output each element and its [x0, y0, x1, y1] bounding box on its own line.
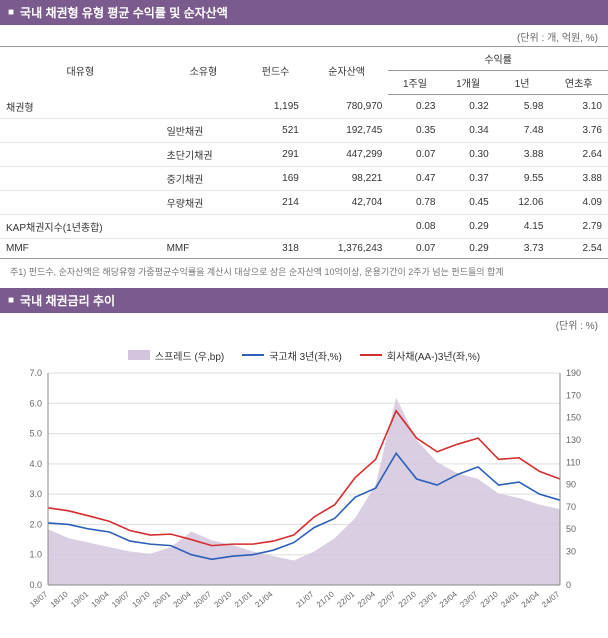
- bond-rate-chart: 스프레드 (우,bp) 국고채 3년(좌,%) 회사채(AA-)3년(좌,%) …: [0, 334, 608, 638]
- chart-section-title: 국내 채권금리 추이: [0, 288, 608, 313]
- legend-corp: 회사채(AA-)3년(좌,%): [360, 348, 480, 363]
- chart-svg: 0.0 1.0 2.0 3.0 4.0 5.0 6.0 7.0 0 30 50 70 90 110 130 1…: [10, 365, 598, 625]
- returns-table: 대유형 소유형 펀드수 순자산액 수익률 1주일 1개월 1년 연초후 채권형1…: [0, 46, 608, 259]
- th-nav: 순자산액: [305, 47, 389, 95]
- svg-text:23/01: 23/01: [417, 589, 439, 609]
- svg-text:19/10: 19/10: [131, 589, 153, 609]
- chart-legend: 스프레드 (우,bp) 국고채 3년(좌,%) 회사채(AA-)3년(좌,%): [10, 342, 598, 365]
- table-row: 일반채권521192,7450.350.347.483.76: [0, 118, 608, 142]
- table-row: 채권형1,195780,9700.230.325.983.10: [0, 95, 608, 119]
- svg-text:1.0: 1.0: [29, 549, 42, 559]
- svg-text:170: 170: [566, 390, 581, 400]
- legend-ktb-label: 국고채 3년(좌,%): [269, 348, 342, 363]
- svg-text:24/01: 24/01: [499, 589, 521, 609]
- svg-text:3.0: 3.0: [29, 489, 42, 499]
- svg-text:21/01: 21/01: [233, 589, 255, 609]
- th-return-group: 수익률: [388, 47, 608, 71]
- svg-text:19/04: 19/04: [90, 589, 112, 609]
- th-r1m: 1개월: [442, 71, 495, 95]
- legend-spread: 스프레드 (우,bp): [128, 348, 224, 363]
- svg-text:90: 90: [566, 479, 576, 489]
- svg-text:22/07: 22/07: [376, 589, 398, 609]
- svg-text:20/07: 20/07: [192, 589, 214, 609]
- svg-text:130: 130: [566, 434, 581, 444]
- svg-text:4.0: 4.0: [29, 458, 42, 468]
- legend-ktb: 국고채 3년(좌,%): [242, 348, 342, 363]
- svg-text:18/07: 18/07: [28, 589, 50, 609]
- svg-text:20/01: 20/01: [151, 589, 173, 609]
- svg-text:6.0: 6.0: [29, 398, 42, 408]
- th-count: 펀드수: [246, 47, 305, 95]
- th-r1y: 1년: [495, 71, 550, 95]
- svg-text:24/07: 24/07: [540, 589, 562, 609]
- table-unit: (단위 : 개, 억원, %): [0, 25, 608, 46]
- svg-text:18/10: 18/10: [49, 589, 71, 609]
- svg-text:23/10: 23/10: [479, 589, 501, 609]
- svg-text:20/10: 20/10: [212, 589, 234, 609]
- svg-text:30: 30: [566, 546, 576, 556]
- legend-corp-label: 회사채(AA-)3년(좌,%): [387, 348, 480, 363]
- svg-text:21/10: 21/10: [315, 589, 337, 609]
- svg-text:190: 190: [566, 368, 581, 378]
- svg-text:0.0: 0.0: [29, 580, 42, 590]
- table-row: 우량채권21442,7040.780.4512.064.09: [0, 190, 608, 214]
- svg-text:70: 70: [566, 501, 576, 511]
- svg-text:22/10: 22/10: [397, 589, 419, 609]
- svg-text:7.0: 7.0: [29, 368, 42, 378]
- chart-unit: (단위 : %): [0, 313, 608, 334]
- table-row: KAP채권지수(1년종합)0.080.294.152.79: [0, 214, 608, 238]
- svg-text:5.0: 5.0: [29, 428, 42, 438]
- svg-text:150: 150: [566, 412, 581, 422]
- svg-text:2.0: 2.0: [29, 519, 42, 529]
- svg-text:23/04: 23/04: [438, 589, 460, 609]
- svg-text:110: 110: [566, 457, 580, 467]
- table-row: MMFMMF3181,376,2430.070.293.732.54: [0, 238, 608, 258]
- svg-text:22/04: 22/04: [356, 589, 378, 609]
- svg-text:21/07: 21/07: [294, 589, 316, 609]
- table-footnote: 주1) 펀드수, 순자산액은 해당유형 가중평균수익률을 계산시 대상으로 삼은…: [0, 259, 608, 288]
- th-major: 대유형: [0, 47, 161, 95]
- table-row: 중기채권16998,2210.470.379.553.88: [0, 166, 608, 190]
- svg-text:24/04: 24/04: [520, 589, 542, 609]
- th-rytd: 연초후: [549, 71, 608, 95]
- svg-text:23/07: 23/07: [458, 589, 480, 609]
- svg-text:22/01: 22/01: [335, 589, 357, 609]
- legend-spread-label: 스프레드 (우,bp): [155, 348, 224, 363]
- svg-text:0: 0: [566, 580, 571, 590]
- svg-text:19/07: 19/07: [110, 589, 132, 609]
- th-minor: 소유형: [161, 47, 247, 95]
- svg-text:19/01: 19/01: [69, 589, 91, 609]
- table-row: 초단기채권291447,2990.070.303.882.64: [0, 142, 608, 166]
- th-r1w: 1주일: [388, 71, 441, 95]
- svg-text:50: 50: [566, 524, 576, 534]
- svg-text:21/04: 21/04: [253, 589, 275, 609]
- table-section-title: 국내 채권형 유형 평균 수익률 및 순자산액: [0, 0, 608, 25]
- svg-text:20/04: 20/04: [172, 589, 194, 609]
